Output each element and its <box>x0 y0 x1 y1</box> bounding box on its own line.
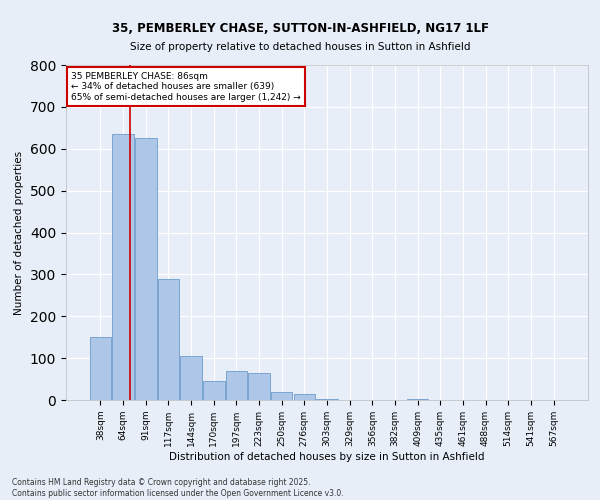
Bar <box>407 398 428 400</box>
Text: Size of property relative to detached houses in Sutton in Ashfield: Size of property relative to detached ho… <box>130 42 470 52</box>
Text: 35 PEMBERLEY CHASE: 86sqm
← 34% of detached houses are smaller (639)
65% of semi: 35 PEMBERLEY CHASE: 86sqm ← 34% of detac… <box>71 72 301 102</box>
Bar <box>271 392 292 400</box>
Y-axis label: Number of detached properties: Number of detached properties <box>14 150 25 314</box>
X-axis label: Distribution of detached houses by size in Sutton in Ashfield: Distribution of detached houses by size … <box>169 452 485 462</box>
Bar <box>112 134 134 400</box>
Bar <box>158 278 179 400</box>
Text: 35, PEMBERLEY CHASE, SUTTON-IN-ASHFIELD, NG17 1LF: 35, PEMBERLEY CHASE, SUTTON-IN-ASHFIELD,… <box>112 22 488 36</box>
Text: Contains HM Land Registry data © Crown copyright and database right 2025.
Contai: Contains HM Land Registry data © Crown c… <box>12 478 344 498</box>
Bar <box>226 370 247 400</box>
Bar <box>203 381 224 400</box>
Bar <box>135 138 157 400</box>
Bar <box>90 337 111 400</box>
Bar <box>181 356 202 400</box>
Bar <box>316 398 338 400</box>
Bar <box>293 394 315 400</box>
Bar <box>248 373 270 400</box>
